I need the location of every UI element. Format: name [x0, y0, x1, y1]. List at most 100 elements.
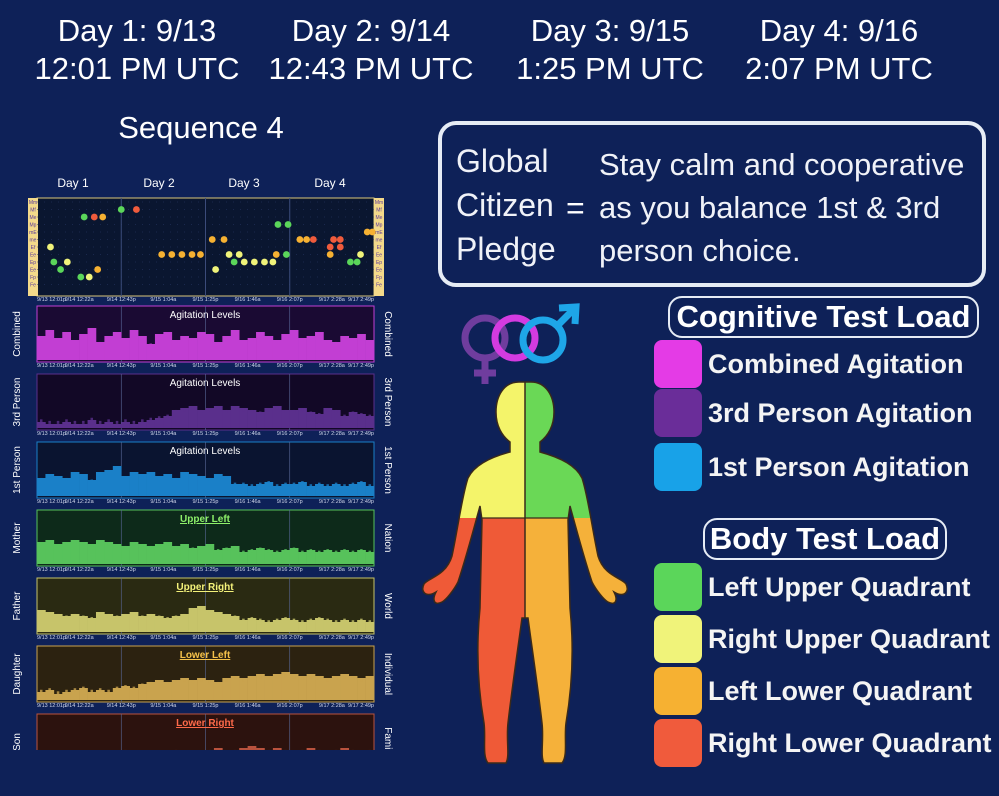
bar-spike — [149, 613, 153, 617]
bar — [129, 472, 139, 496]
pledge-word-1: Global — [456, 143, 549, 179]
bar — [247, 618, 257, 632]
bar-spike — [360, 618, 363, 622]
bar — [112, 466, 122, 496]
bar — [95, 690, 105, 700]
legend-label: 1st Person Agitation — [708, 451, 970, 482]
bar — [348, 676, 358, 700]
day-2-label: Day 2: 9/14 — [291, 13, 451, 48]
x-tick-label: 9/16 1:46a — [235, 635, 262, 641]
legend-left-lower: Left Lower Quadrant — [654, 667, 972, 715]
bar — [281, 484, 291, 496]
bar-spike — [334, 550, 338, 554]
x-tick-label: 9/17 2:28a — [319, 499, 346, 505]
bar-spike — [65, 542, 68, 546]
bar-spike — [351, 482, 355, 486]
bar-spike — [107, 471, 110, 475]
legend-left-upper: Left Upper Quadrant — [654, 563, 971, 611]
bar — [37, 692, 46, 700]
bar — [70, 614, 80, 632]
bar-spike — [242, 678, 245, 682]
bar-spike — [309, 748, 313, 750]
row-label: Ep — [30, 260, 36, 266]
scatter-point — [250, 258, 258, 266]
bar — [306, 486, 316, 496]
legend-swatch — [654, 340, 702, 388]
bar-spike — [141, 544, 144, 548]
bar — [87, 692, 97, 700]
bar — [95, 424, 105, 428]
bar — [112, 332, 122, 360]
bar — [230, 616, 240, 632]
bar-spike — [56, 476, 60, 480]
x-tick-label: 9/14 12:43p — [107, 363, 136, 369]
bar — [146, 614, 156, 632]
bar-spike — [82, 420, 85, 424]
day-1-header: Day 1: 9/13 12:01 PM UTC — [22, 12, 252, 88]
scatter-point — [99, 213, 107, 221]
scatter-point — [240, 258, 248, 266]
bar-spike — [368, 340, 372, 344]
bar-spike — [208, 408, 211, 412]
bar — [331, 410, 341, 428]
bar — [70, 472, 80, 496]
bar-spike — [368, 414, 372, 418]
bar — [230, 484, 240, 496]
bar — [53, 476, 63, 496]
day-2-header: Day 2: 9/14 12:43 PM UTC — [256, 12, 486, 88]
pledge-word-2: Citizen — [456, 187, 554, 223]
bar — [256, 484, 265, 496]
bar — [197, 678, 206, 700]
bar — [289, 410, 299, 428]
bar-spike — [149, 417, 153, 421]
day-3-header: Day 3: 9/15 1:25 PM UTC — [495, 12, 725, 88]
bar-spike — [317, 413, 321, 417]
bar-spike — [174, 680, 178, 684]
bar-spike — [90, 417, 94, 421]
bar-spike — [39, 419, 43, 423]
x-tick-label: 9/17 2:28a — [319, 363, 346, 369]
body-figure — [422, 381, 628, 764]
bar-spike — [82, 335, 85, 339]
pledge-equals: = — [566, 190, 585, 226]
bar — [87, 480, 97, 496]
bar-spike — [39, 610, 43, 614]
bar-spike — [216, 612, 220, 616]
bar — [281, 672, 291, 700]
bar-spike — [183, 613, 186, 617]
scatter-point — [282, 251, 290, 258]
scatter-point — [77, 273, 85, 281]
bar-spike — [242, 618, 245, 622]
legend-swatch — [654, 615, 702, 663]
legend-label: 3rd Person Agitation — [708, 397, 973, 428]
bar — [87, 420, 97, 428]
bar — [239, 620, 248, 632]
bar-spike — [174, 340, 178, 344]
bar-spike — [216, 681, 220, 685]
x-tick-label: 9/17 2:49p — [348, 431, 374, 437]
bar-spike — [317, 617, 321, 621]
bar-spike — [334, 677, 338, 681]
bar — [365, 676, 375, 700]
bar — [70, 690, 80, 700]
bar-spike — [301, 338, 304, 342]
bar — [146, 546, 156, 564]
bar-spike — [124, 476, 127, 480]
bar — [188, 548, 198, 564]
bar — [62, 616, 71, 632]
bar-spike — [157, 680, 161, 684]
x-tick-label: 9/17 2:49p — [348, 499, 374, 505]
panel-left-label: Father — [12, 591, 23, 621]
bar — [365, 416, 375, 428]
bar — [272, 340, 282, 360]
bar-spike — [216, 474, 220, 478]
bar — [79, 616, 88, 632]
bar-spike — [250, 409, 254, 413]
bar-spike — [183, 473, 186, 477]
panel-left-label: Combined — [12, 311, 23, 357]
bar-spike — [56, 613, 60, 617]
bar — [129, 688, 139, 700]
bar — [53, 694, 63, 700]
bar-spike — [368, 620, 372, 624]
bar-spike — [115, 468, 119, 472]
